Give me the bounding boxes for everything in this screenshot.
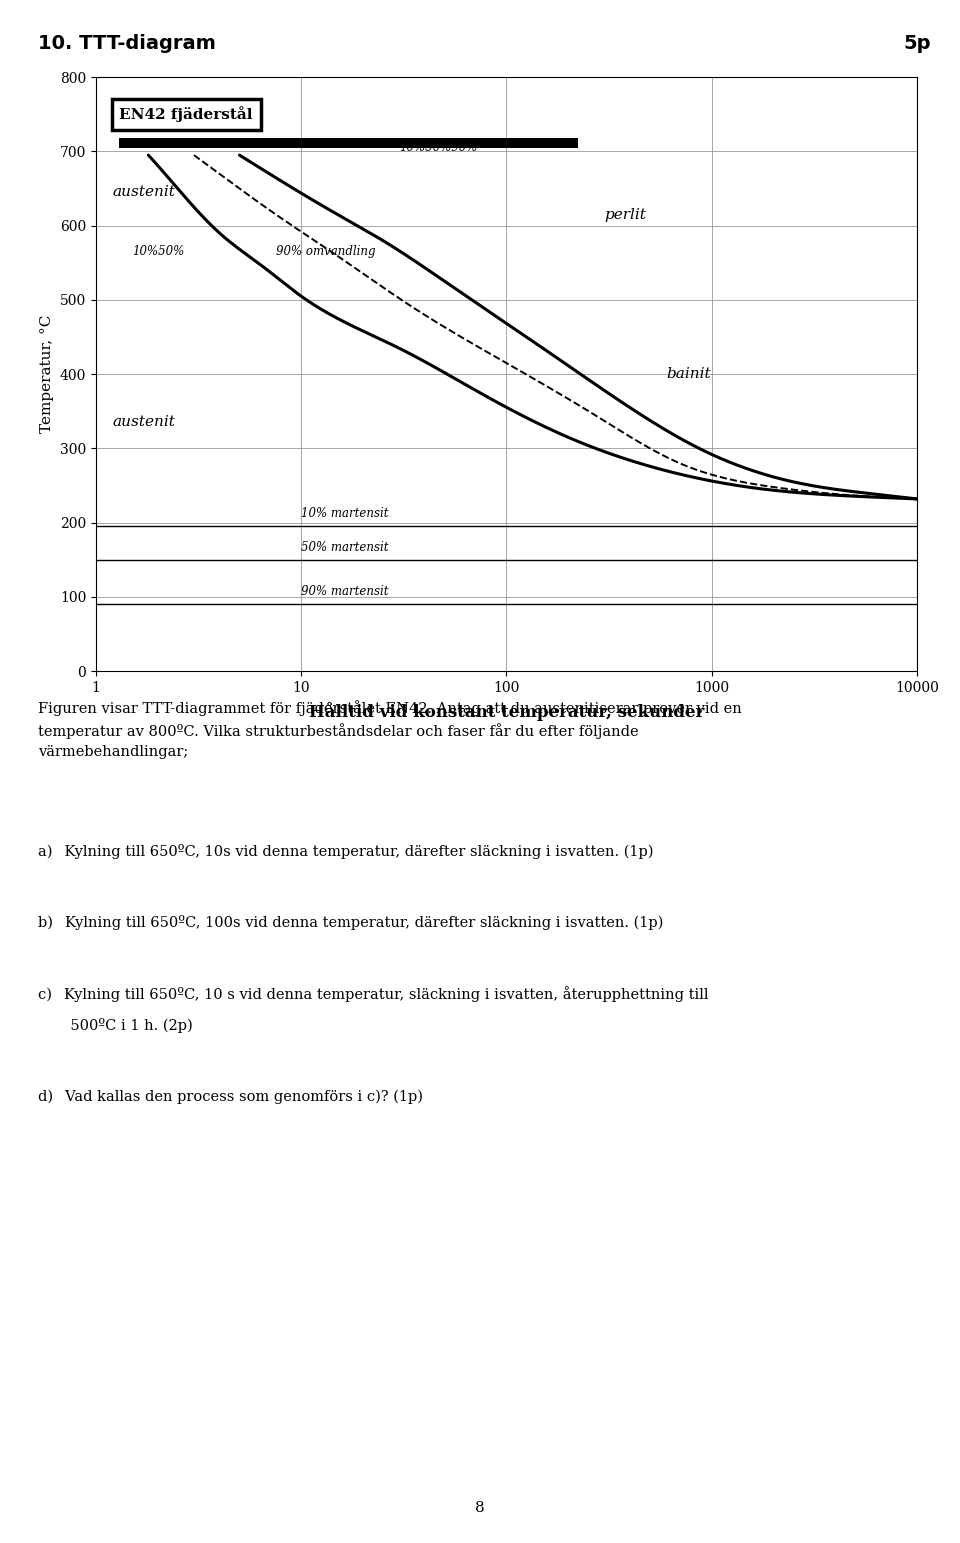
Y-axis label: Temperatur, °C: Temperatur, °C	[40, 315, 55, 434]
Text: Figuren visar TTT-diagrammet för fjäderstålet EN42. Antag att du austenitiserar : Figuren visar TTT-diagrammet för fjäders…	[38, 701, 742, 759]
Text: 10. TTT-diagram: 10. TTT-diagram	[38, 34, 216, 52]
Text: austenit: austenit	[112, 415, 175, 429]
Text: perlit: perlit	[604, 207, 646, 222]
Text: 10%50%90%: 10%50%90%	[399, 142, 477, 154]
Text: 50% martensit: 50% martensit	[301, 542, 389, 554]
Text: a)  Kylning till 650ºC, 10s vid denna temperatur, därefter släckning i isvatten.: a) Kylning till 650ºC, 10s vid denna tem…	[38, 844, 654, 859]
Text: b)  Kylning till 650ºC, 100s vid denna temperatur, därefter släckning i isvatten: b) Kylning till 650ºC, 100s vid denna te…	[38, 915, 663, 930]
Text: bainit: bainit	[666, 367, 710, 381]
X-axis label: Hålltid vid konstant temperatur, sekunder: Hålltid vid konstant temperatur, sekunde…	[309, 702, 704, 721]
Text: 5p: 5p	[903, 34, 931, 52]
Text: 10%50%: 10%50%	[132, 245, 184, 258]
Text: 90% omvandling: 90% omvandling	[276, 245, 375, 258]
Bar	[119, 137, 578, 148]
Text: austenit: austenit	[112, 185, 175, 199]
Text: 500ºC i 1 h. (2p): 500ºC i 1 h. (2p)	[38, 1018, 193, 1034]
Text: EN42 fjäderstål: EN42 fjäderstål	[119, 106, 252, 122]
Text: 8: 8	[475, 1501, 485, 1515]
Text: c)  Kylning till 650ºC, 10 s vid denna temperatur, släckning i isvatten, återupp: c) Kylning till 650ºC, 10 s vid denna te…	[38, 986, 708, 1001]
Text: d)  Vad kallas den process som genomförs i c)? (1p): d) Vad kallas den process som genomförs …	[38, 1089, 423, 1103]
Text: 10% martensit: 10% martensit	[301, 508, 389, 520]
Text: 90% martensit: 90% martensit	[301, 585, 389, 599]
